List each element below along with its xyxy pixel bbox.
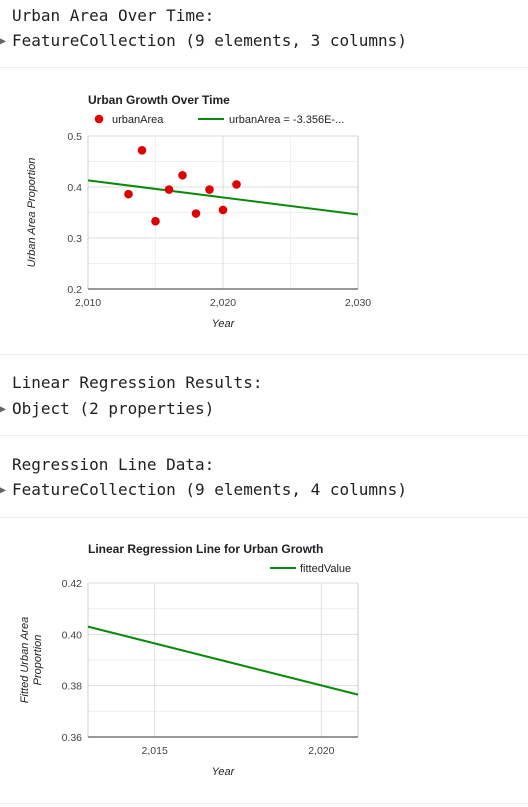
data-point: [191, 209, 201, 218]
legend-label-fittedvalue: fittedValue: [300, 563, 351, 575]
featurecollection-expander-1[interactable]: ▶ FeatureCollection (9 elements, 3 column…: [0, 31, 407, 50]
x-tick-label: 2,020: [210, 297, 236, 309]
data-point: [205, 185, 214, 194]
data-point: [178, 170, 187, 180]
divider: [0, 435, 528, 436]
featurecollection-label: FeatureCollection (9 elements, 4 columns…: [12, 480, 407, 499]
divider: [0, 67, 528, 68]
y-tick-label: 0.5: [67, 131, 82, 143]
x-tick-label: 2,010: [75, 297, 101, 309]
legend-label-trendline: urbanArea = -3.356E-...: [229, 114, 344, 126]
legend-label-urbanarea: urbanArea: [112, 114, 164, 126]
scatter-chart-svg: Urban Growth Over Time 0.2 0.3 0.4 0.5 2,010 2…: [26, 93, 371, 330]
y-axis-label: Fitted Urban AreaProportion: [19, 617, 44, 703]
chart-urban-growth: Urban Growth Over Time 0.2 0.3 0.4 0.5 2,010 2…: [0, 84, 528, 342]
fitted-line: [87, 625, 359, 696]
expand-triangle-icon: ▶: [0, 404, 7, 415]
data-point: [164, 185, 174, 194]
featurecollection-label: FeatureCollection (9 elements, 3 columns…: [12, 31, 407, 50]
trendline: [88, 179, 358, 216]
y-tick-label: 0.38: [62, 681, 83, 693]
x-tick-label: 2,015: [142, 745, 168, 757]
divider: [0, 803, 528, 804]
x-tick-label: 2,020: [308, 745, 334, 757]
y-tick-label: 0.2: [67, 284, 82, 296]
legend-marker-urbanarea: [94, 114, 104, 124]
object-expander[interactable]: ▶ Object (2 properties): [0, 399, 214, 418]
line-chart-svg: Linear Regression Line for Urban Growth 0…: [19, 542, 359, 778]
console-label-urban-area: Urban Area Over Time:: [12, 6, 215, 25]
data-point: [232, 180, 241, 189]
featurecollection-expander-2[interactable]: ▶ FeatureCollection (9 elements, 4 column…: [0, 480, 407, 499]
divider: [0, 354, 528, 355]
x-axis-label: Year: [212, 318, 236, 330]
object-label: Object (2 properties): [12, 399, 215, 418]
x-tick-label: 2,030: [345, 297, 371, 309]
data-point: [218, 205, 228, 215]
data-point: [151, 216, 160, 226]
console-label-regression-line: Regression Line Data:: [12, 455, 215, 474]
chart-regression-line: Linear Regression Line for Urban Growth 0…: [0, 534, 528, 790]
y-axis-label: Urban Area Proportion: [26, 158, 38, 268]
expand-triangle-icon: ▶: [0, 485, 7, 496]
console-label-regression-results: Linear Regression Results:: [12, 373, 263, 392]
chart-title: Linear Regression Line for Urban Growth: [88, 542, 323, 556]
data-point: [124, 189, 133, 199]
expand-triangle-icon: ▶: [0, 36, 7, 47]
data-point: [137, 145, 147, 155]
y-tick-label: 0.4: [67, 182, 82, 194]
y-tick-label: 0.3: [67, 233, 82, 245]
chart-title: Urban Growth Over Time: [88, 93, 230, 107]
y-tick-label: 0.40: [62, 629, 83, 641]
y-tick-label: 0.36: [62, 732, 83, 744]
x-axis-label: Year: [212, 766, 236, 778]
y-tick-label: 0.42: [62, 578, 83, 590]
divider: [0, 517, 528, 518]
